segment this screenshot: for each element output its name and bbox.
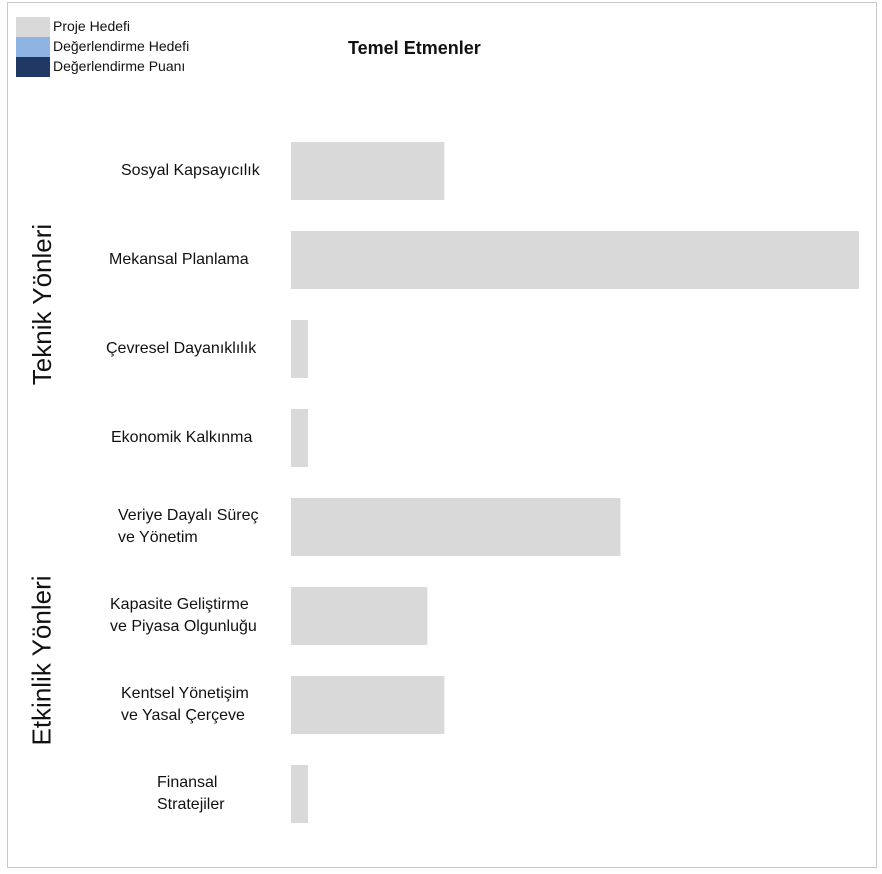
- legend-label: Proje Hedefi: [53, 18, 131, 34]
- bar: [291, 587, 428, 645]
- category-label: Kentsel Yönetişim ve Yasal Çerçeve: [121, 685, 249, 724]
- legend-label: Değerlendirme Hedefi: [53, 38, 190, 54]
- legend-label: Değerlendirme Puanı: [53, 58, 186, 74]
- bar: [291, 498, 621, 556]
- category-label: Veriye Dayalı Süreç ve Yönetim: [118, 507, 259, 546]
- bar: [291, 409, 309, 467]
- legend-swatch: [16, 17, 50, 37]
- bar: [291, 142, 445, 200]
- category-label: Sosyal Kapsayıcılık: [121, 162, 260, 179]
- chart-title: Temel Etmenler: [348, 38, 481, 58]
- bar: [291, 320, 309, 378]
- category-label: Ekonomik Kalkınma: [111, 429, 253, 446]
- category-label: Kapasite Geliştirme ve Piyasa Olgunluğu: [110, 596, 257, 635]
- bar: [291, 765, 309, 823]
- bar: [291, 676, 445, 734]
- legend-swatch: [16, 57, 50, 77]
- bar: [291, 231, 859, 289]
- category-label: Mekansal Planlama: [109, 251, 249, 268]
- category-label: Çevresel Dayanıklılık: [106, 340, 257, 357]
- category-label: Finansal Stratejiler: [157, 774, 225, 813]
- legend-swatch: [16, 37, 50, 57]
